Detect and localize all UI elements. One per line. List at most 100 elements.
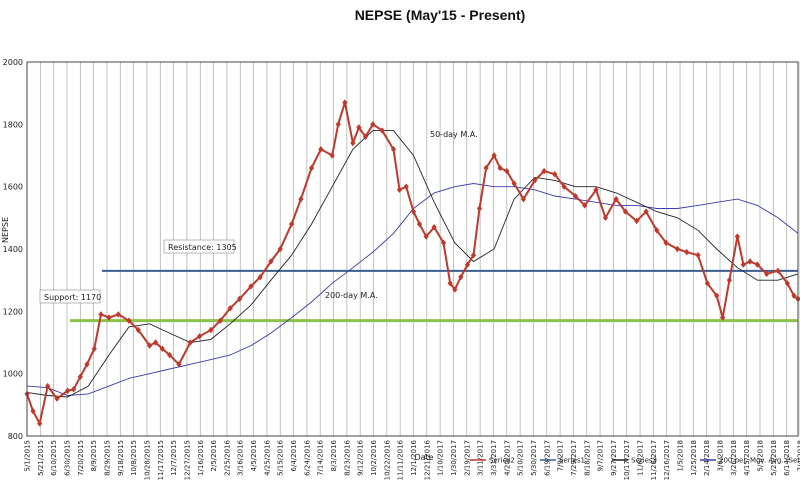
x-tick-label: 6/30/2015 xyxy=(63,440,71,476)
y-tick-label: 800 xyxy=(8,432,23,441)
price-point xyxy=(356,124,362,131)
price-point xyxy=(613,195,619,203)
price-point xyxy=(643,208,649,215)
x-tick-label: 5/30/2017 xyxy=(530,440,538,476)
price-point xyxy=(520,195,527,203)
x-tick-label: 9/12/2016 xyxy=(357,439,365,475)
price-point xyxy=(423,233,429,240)
price-point xyxy=(390,146,397,153)
price-point xyxy=(552,171,558,178)
x-tick-label: 1/10/2017 xyxy=(437,440,445,476)
legend-entry: Series1 xyxy=(559,457,585,465)
price-point xyxy=(784,280,790,287)
x-tick-label: 6/14/2018 xyxy=(783,440,791,476)
price-point xyxy=(714,292,720,299)
legend-entry: Series2 xyxy=(489,457,515,465)
x-tick-label: 12/1/2016 xyxy=(410,439,418,475)
price-point xyxy=(115,311,121,318)
ma50-annotation: 50-day M.A. xyxy=(430,130,478,139)
y-tick-labels: 800 1000 1200 1400 1600 1800 2000 xyxy=(3,58,23,441)
price-point xyxy=(84,361,90,368)
price-point xyxy=(362,133,369,140)
price-point xyxy=(342,99,348,106)
price-point xyxy=(476,205,483,212)
x-tick-label: 1/25/2018 xyxy=(690,440,698,476)
x-tick-label: 5/5/2018 xyxy=(757,440,765,471)
price-point xyxy=(98,311,104,318)
price-point xyxy=(298,195,304,203)
price-point xyxy=(37,420,43,427)
x-tick-label: 3/16/2016 xyxy=(237,439,245,475)
price-point xyxy=(491,152,497,159)
resistance-callout: Resistance: 1305 xyxy=(163,239,237,254)
x-tick-label: 1/30/2017 xyxy=(450,440,458,476)
x-tick-label: 7/14/2016 xyxy=(317,439,325,475)
x-tick-label: 2/5/2016 xyxy=(210,439,218,471)
price-point xyxy=(704,280,710,287)
x-tick-label: 11/26/2017 xyxy=(650,440,658,480)
x-tick-label: 10/2/2016 xyxy=(370,439,378,475)
x-tick-label: 9/7/2017 xyxy=(597,440,605,471)
price-point xyxy=(416,220,423,228)
price-point xyxy=(447,280,453,287)
x-tick-label: 6/19/2017 xyxy=(543,440,551,476)
price-point xyxy=(791,292,797,299)
price-point xyxy=(71,386,77,393)
price-point xyxy=(740,261,746,268)
price-point xyxy=(684,248,690,256)
y-tick-label: 2000 xyxy=(3,58,23,67)
series-markers xyxy=(24,99,800,427)
x-tick-label: 10/22/2016 xyxy=(383,439,391,480)
x-tick-label: 12/16/2017 xyxy=(663,440,671,480)
price-point xyxy=(208,326,214,334)
price-point xyxy=(257,273,263,281)
x-tick-label: 7/9/2017 xyxy=(557,440,565,471)
x-tick-label: 11/11/2016 xyxy=(397,439,405,480)
price-point xyxy=(350,139,356,147)
x-tick-label: 1/16/2016 xyxy=(197,439,205,475)
x-tick-label: 3/11/2017 xyxy=(477,440,485,476)
price-point xyxy=(674,245,680,253)
price-point xyxy=(572,192,579,200)
y-tick-label: 1600 xyxy=(3,183,23,192)
price-point xyxy=(91,345,97,352)
x-tick-label: 2/25/2016 xyxy=(223,439,231,475)
price-point xyxy=(396,186,403,193)
price-point xyxy=(483,164,489,172)
price-point xyxy=(135,326,141,334)
price-point xyxy=(329,152,335,159)
price-point xyxy=(464,261,471,268)
x-tick-label: 5/10/2017 xyxy=(517,440,525,476)
price-point xyxy=(775,267,781,275)
price-point xyxy=(541,167,547,175)
price-point xyxy=(65,387,71,395)
x-tick-label: 7/20/2015 xyxy=(77,440,85,476)
y-tick-label: 1800 xyxy=(3,120,23,129)
price-point xyxy=(470,252,477,259)
price-point xyxy=(602,214,609,222)
plot-frame xyxy=(26,61,799,437)
price-point xyxy=(720,314,726,321)
y-axis-label: NEPSE xyxy=(1,217,10,243)
price-point xyxy=(764,270,770,278)
x-tick-label: 8/29/2015 xyxy=(103,440,111,476)
x-tick-label: 10/28/2015 xyxy=(143,440,151,480)
price-point xyxy=(126,317,132,324)
resistance-annotation: Resistance: 1305 xyxy=(168,243,237,252)
price-point xyxy=(236,295,243,303)
price-point xyxy=(147,342,153,349)
legend-entry: 200 per. Mov. Avg. (Series1) xyxy=(719,457,800,465)
price-point xyxy=(335,121,341,128)
x-tick-label: 4/5/2016 xyxy=(250,439,258,471)
price-point xyxy=(561,183,567,190)
price-point xyxy=(532,177,538,184)
y-tick-label: 1000 xyxy=(3,370,23,379)
x-tick-label: 5/15/2016 xyxy=(277,439,285,475)
x-tick-label: 11/6/2017 xyxy=(637,440,645,476)
x-tick-label: 12/7/2015 xyxy=(170,440,178,476)
x-tick-label: 5/1/2015 xyxy=(24,440,32,471)
price-point xyxy=(379,127,385,134)
ma200-annotation: 200-day M.A. xyxy=(325,291,378,300)
x-tick-label: 8/18/2017 xyxy=(583,440,591,476)
